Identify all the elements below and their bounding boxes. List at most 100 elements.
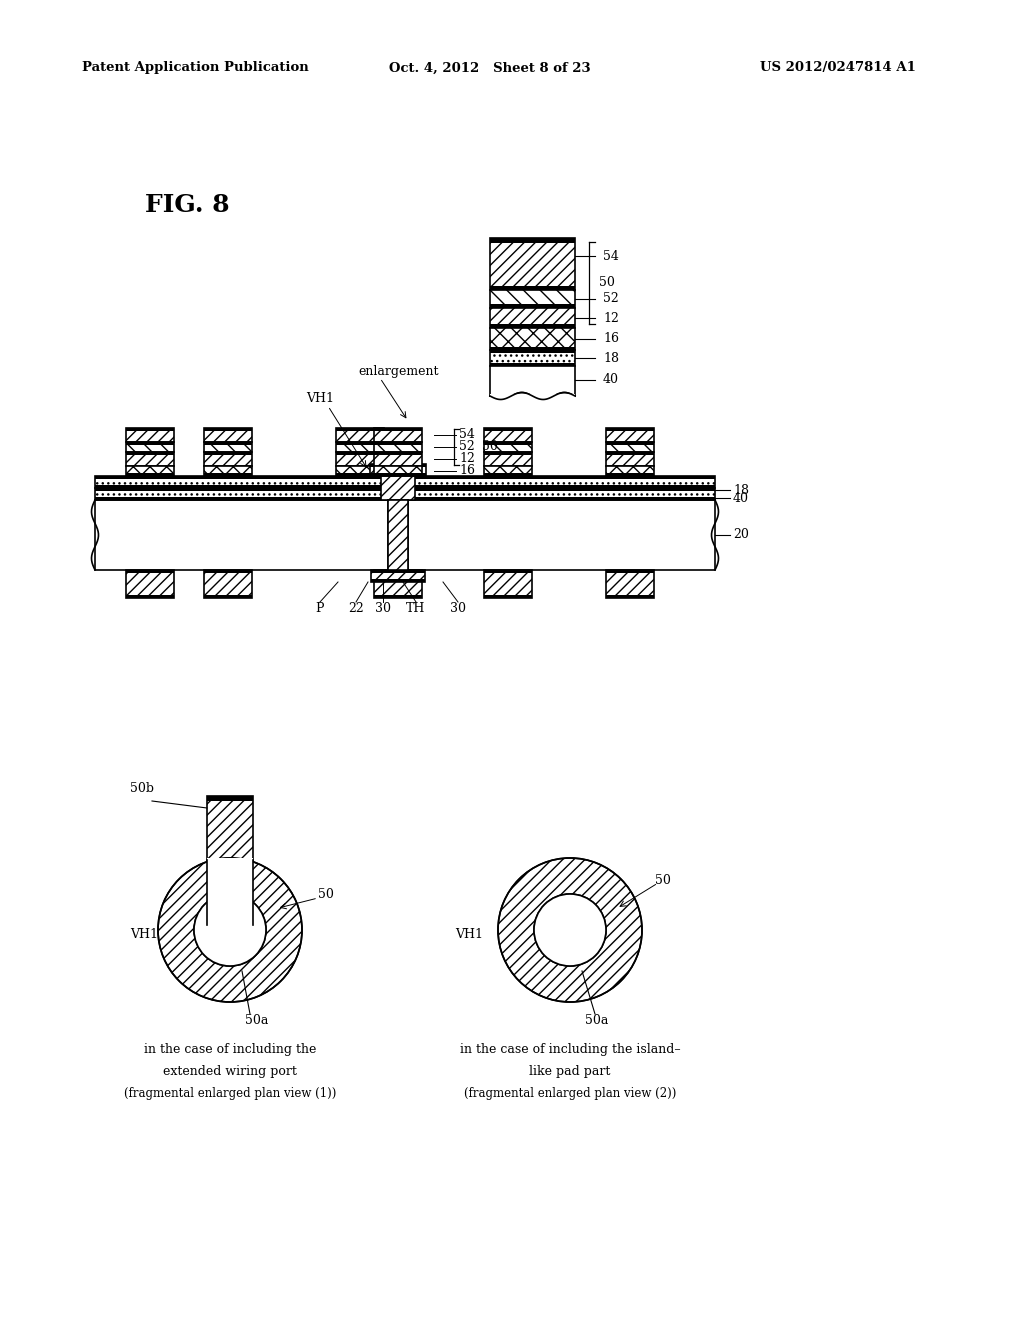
- Text: in the case of including the island–: in the case of including the island–: [460, 1044, 680, 1056]
- Bar: [126, 428, 174, 442]
- Text: 18: 18: [603, 351, 618, 364]
- Bar: [490, 393, 575, 403]
- Bar: [606, 442, 654, 445]
- Text: 50: 50: [655, 874, 671, 887]
- Wedge shape: [498, 858, 642, 1002]
- Text: in the case of including the: in the case of including the: [143, 1044, 316, 1056]
- Circle shape: [534, 894, 606, 966]
- Bar: [374, 473, 422, 477]
- Bar: [374, 570, 422, 573]
- Bar: [126, 451, 174, 455]
- Bar: [484, 428, 532, 442]
- Bar: [374, 570, 422, 598]
- Text: 12: 12: [459, 453, 475, 466]
- Bar: [95, 488, 715, 500]
- Bar: [606, 466, 654, 477]
- Bar: [490, 327, 575, 350]
- Bar: [204, 466, 252, 477]
- Bar: [490, 363, 575, 366]
- Bar: [606, 570, 654, 573]
- Bar: [371, 570, 425, 573]
- Text: 12: 12: [603, 312, 618, 325]
- Bar: [490, 347, 575, 350]
- Bar: [606, 428, 654, 442]
- Bar: [490, 304, 575, 308]
- Bar: [204, 451, 252, 466]
- Bar: [484, 595, 532, 598]
- Text: (fragmental enlarged plan view (2)): (fragmental enlarged plan view (2)): [464, 1088, 676, 1101]
- Bar: [490, 323, 575, 327]
- Bar: [95, 484, 715, 488]
- Text: TH: TH: [407, 602, 426, 615]
- Bar: [126, 570, 174, 598]
- Bar: [490, 238, 575, 243]
- Bar: [204, 451, 252, 455]
- Bar: [204, 570, 252, 573]
- Text: 22: 22: [348, 602, 364, 615]
- Bar: [126, 466, 174, 477]
- Text: VH1: VH1: [306, 392, 334, 404]
- Bar: [374, 428, 422, 432]
- Text: 40: 40: [733, 491, 749, 504]
- Bar: [95, 488, 715, 491]
- Bar: [484, 451, 532, 455]
- Bar: [207, 861, 253, 924]
- Bar: [204, 473, 252, 477]
- Bar: [374, 451, 422, 455]
- Bar: [336, 428, 384, 442]
- Bar: [374, 442, 422, 451]
- Text: 50: 50: [318, 888, 334, 902]
- Bar: [370, 465, 426, 477]
- Text: 30: 30: [450, 602, 466, 615]
- Bar: [490, 350, 575, 366]
- Text: 52: 52: [603, 293, 618, 305]
- Bar: [606, 428, 654, 432]
- Bar: [484, 570, 532, 573]
- Bar: [207, 858, 253, 931]
- Bar: [490, 286, 575, 290]
- Bar: [95, 477, 715, 488]
- Text: like pad part: like pad part: [529, 1065, 610, 1078]
- Text: 54: 54: [459, 429, 475, 441]
- Bar: [606, 595, 654, 598]
- Text: (fragmental enlarged plan view (1)): (fragmental enlarged plan view (1)): [124, 1088, 336, 1101]
- Text: 50a: 50a: [585, 1014, 608, 1027]
- Bar: [374, 442, 422, 445]
- Bar: [204, 428, 252, 442]
- Text: 52: 52: [459, 441, 475, 454]
- Bar: [606, 451, 654, 455]
- Text: VH1: VH1: [455, 928, 483, 941]
- Bar: [336, 451, 384, 455]
- Bar: [606, 570, 654, 598]
- Bar: [606, 442, 654, 451]
- Bar: [484, 451, 532, 466]
- Bar: [490, 350, 575, 352]
- Bar: [484, 442, 532, 445]
- Text: 54: 54: [603, 249, 618, 263]
- Bar: [606, 473, 654, 477]
- Bar: [484, 442, 532, 451]
- Bar: [336, 442, 384, 451]
- Text: enlargement: enlargement: [358, 364, 438, 378]
- Bar: [204, 442, 252, 445]
- Text: 16: 16: [459, 465, 475, 478]
- Bar: [371, 570, 425, 582]
- Bar: [374, 428, 422, 442]
- Text: 50b: 50b: [130, 781, 154, 795]
- Bar: [126, 595, 174, 598]
- Bar: [484, 466, 532, 477]
- Text: 16: 16: [603, 333, 618, 346]
- Bar: [336, 428, 384, 432]
- Bar: [374, 595, 422, 598]
- Text: VH1: VH1: [130, 928, 158, 941]
- Bar: [336, 473, 384, 477]
- Bar: [370, 473, 426, 477]
- Text: 50: 50: [599, 276, 614, 289]
- Bar: [336, 466, 384, 477]
- Bar: [606, 451, 654, 466]
- Bar: [374, 466, 422, 477]
- Bar: [95, 498, 715, 500]
- Bar: [484, 473, 532, 477]
- Text: Oct. 4, 2012   Sheet 8 of 23: Oct. 4, 2012 Sheet 8 of 23: [389, 62, 591, 74]
- Text: P: P: [315, 602, 325, 615]
